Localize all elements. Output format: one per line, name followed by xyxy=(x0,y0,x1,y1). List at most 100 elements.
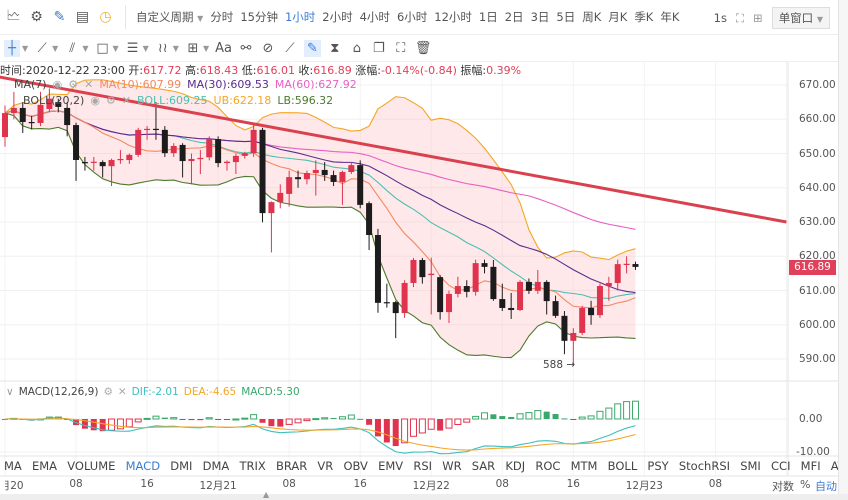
close-icon[interactable]: ✕ xyxy=(117,386,127,398)
add-window-icon[interactable]: ⊞ xyxy=(753,11,763,25)
magnet-icon[interactable]: ⚯ xyxy=(240,40,252,56)
gear-icon[interactable]: ⚙ xyxy=(103,386,113,398)
indicator-tab[interactable]: DMI xyxy=(170,459,193,473)
indicator-tab[interactable]: CCI xyxy=(771,459,791,473)
percent-scale-toggle[interactable]: % xyxy=(800,478,811,491)
period-tab[interactable]: 分时 xyxy=(210,10,234,24)
indicator-tab[interactable]: RSI xyxy=(413,459,433,473)
trash-icon[interactable]: 🗑 xyxy=(414,40,432,56)
macd-histogram-bar xyxy=(116,418,124,430)
candle-body xyxy=(81,162,88,164)
chevron-down-icon[interactable]: ▼ xyxy=(172,43,179,53)
collapse-icon[interactable]: ∨ xyxy=(6,386,14,398)
indicator-tab[interactable]: PSY xyxy=(647,459,669,473)
macd-histogram-bar xyxy=(285,418,293,425)
gear-icon[interactable]: ⚙ xyxy=(105,94,116,107)
indicator-tab[interactable]: EMA xyxy=(31,459,58,473)
rectangle-icon[interactable]: □ xyxy=(96,40,109,56)
add-box-icon[interactable]: ⊞ xyxy=(187,40,199,56)
indicator-tab[interactable]: BRAR xyxy=(275,459,308,473)
fullscreen-icon[interactable]: ⛶ xyxy=(735,10,745,25)
gear-icon[interactable]: ⚙ xyxy=(30,9,43,25)
chevron-down-icon[interactable]: ▼ xyxy=(202,43,210,53)
chevron-up-icon[interactable]: ▲ xyxy=(263,490,270,499)
eye-icon[interactable]: ◉ xyxy=(52,78,63,91)
chart-icon[interactable]: 🗠 xyxy=(6,8,21,24)
period-tab[interactable]: 季K xyxy=(634,10,654,24)
window-mode-dropdown[interactable]: 单窗口 ▼ xyxy=(771,7,830,29)
auto-scale-toggle[interactable]: 自动 xyxy=(815,480,837,493)
indicator-tab[interactable]: SMI xyxy=(740,459,761,473)
ma-name[interactable]: MA(7) xyxy=(14,78,47,91)
indicator-tab[interactable]: BOLL xyxy=(607,459,638,473)
indicator-tab[interactable]: MFI xyxy=(800,459,821,473)
clock-icon[interactable]: ◷ xyxy=(99,9,112,25)
indicator-tab[interactable]: SAR xyxy=(471,459,496,473)
custom-period-dropdown[interactable]: 自定义周期 ▼ xyxy=(136,9,203,25)
candle-body xyxy=(437,277,444,313)
close-icon[interactable]: ✕ xyxy=(84,78,94,91)
measure-icon[interactable]: ⧗ xyxy=(330,40,340,56)
briefcase-icon[interactable]: ▤ xyxy=(75,9,90,25)
period-tab[interactable]: 3日 xyxy=(530,10,550,24)
indicator-tab[interactable]: OBV xyxy=(343,459,368,473)
chevron-down-icon[interactable]: ▼ xyxy=(82,43,89,53)
chevron-down-icon[interactable]: ▼ xyxy=(142,43,149,53)
indicator-tab[interactable]: ROC xyxy=(535,459,561,473)
gear-icon[interactable]: ⚙ xyxy=(68,78,79,91)
macd-histogram-bar xyxy=(374,419,381,437)
scrollbar[interactable] xyxy=(838,0,848,494)
indicator-tab[interactable]: MA xyxy=(4,459,22,473)
period-tab[interactable]: 12小时 xyxy=(434,10,472,24)
indicator-tab[interactable]: TRIX xyxy=(239,459,266,473)
period-tab[interactable]: 周K xyxy=(582,10,602,24)
eye-icon[interactable]: ◉ xyxy=(90,94,100,107)
indicator-tab[interactable]: VOLUME xyxy=(67,459,116,473)
period-tab[interactable]: 1日 xyxy=(478,10,498,24)
candle-body xyxy=(179,144,186,162)
macd-name[interactable]: MACD(12,26,9) xyxy=(18,386,99,398)
pen-icon[interactable]: ✎ xyxy=(303,39,321,57)
refresh-interval[interactable]: 1s xyxy=(713,11,727,25)
low-value: 616.01 xyxy=(256,64,296,77)
boll-name[interactable]: BOLL(20,2) xyxy=(23,94,85,107)
candle-body xyxy=(579,307,586,333)
line-icon[interactable]: ⟋ xyxy=(37,40,47,56)
period-tab-active[interactable]: 1小时 xyxy=(284,10,316,24)
period-tab[interactable]: 5日 xyxy=(556,10,576,24)
period-tab[interactable]: 4小时 xyxy=(359,10,390,24)
period-tab[interactable]: 2日 xyxy=(504,10,524,24)
indicator-tab[interactable]: EMV xyxy=(378,459,404,473)
horizontal-lines-icon[interactable]: ☰ xyxy=(126,40,139,56)
lock-icon[interactable]: ⌂ xyxy=(352,40,361,56)
close-icon[interactable]: ✕ xyxy=(121,94,132,107)
period-tab[interactable]: 月K xyxy=(608,10,628,24)
ruler-icon[interactable]: ⟋ xyxy=(285,40,295,56)
copy-icon[interactable]: ❐ xyxy=(373,40,385,56)
indicator-tab[interactable]: WR xyxy=(442,459,462,473)
indicator-tab[interactable]: StochRSI xyxy=(678,459,731,473)
chevron-down-icon[interactable]: ▼ xyxy=(22,43,29,53)
log-scale-toggle[interactable]: 对数 xyxy=(772,480,794,493)
period-tab[interactable]: 年K xyxy=(660,10,680,24)
parallel-icon[interactable]: ⫽ xyxy=(69,40,76,56)
period-tab[interactable]: 15分钟 xyxy=(240,10,278,24)
wave-icon[interactable]: ≀≀ xyxy=(157,40,168,56)
chevron-down-icon[interactable]: ▼ xyxy=(112,43,119,53)
text-icon[interactable]: Aa xyxy=(215,40,232,56)
link-icon[interactable]: ⊘ xyxy=(262,40,274,56)
macd-histogram-bar xyxy=(508,417,515,419)
indicator-tab[interactable]: MTM xyxy=(570,459,598,473)
indicator-tab[interactable]: MACD xyxy=(125,459,161,473)
indicator-tab[interactable]: DMA xyxy=(202,459,230,473)
clear-icon[interactable]: ⛶ xyxy=(396,40,406,56)
crosshair-icon[interactable]: ┼ xyxy=(4,39,20,57)
pencil-icon[interactable]: ✎ xyxy=(53,9,66,25)
period-tab[interactable]: 6小时 xyxy=(396,10,428,24)
bottom-panel-handle[interactable]: ▲ xyxy=(0,490,848,500)
chevron-down-icon[interactable]: ▼ xyxy=(52,43,59,53)
period-tab[interactable]: 2小时 xyxy=(322,10,353,24)
indicator-tab[interactable]: KDJ xyxy=(505,459,526,473)
indicator-tab[interactable]: VR xyxy=(317,459,334,473)
